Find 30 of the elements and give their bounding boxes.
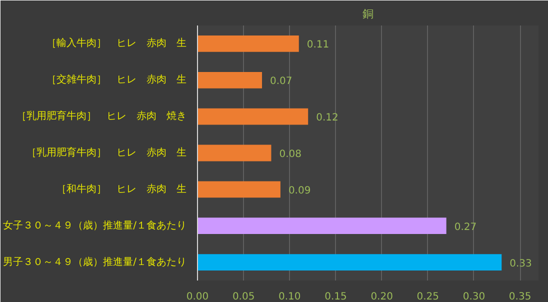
y-tick-label: ［乳用肥育牛肉］ ヒレ 赤肉 焼き [16,110,186,122]
y-tick-label: ［交雑牛肉］ ヒレ 赤肉 生 [46,74,186,86]
x-tick-label: 0.25 [416,292,440,302]
data-label: 0.11 [306,40,330,51]
bar [198,108,308,125]
x-tick-label: 0.30 [462,292,486,302]
data-label: 0.27 [454,222,477,233]
x-tick-label: 0.00 [186,292,209,302]
y-tick-label: ［和牛肉］ ヒレ 赤肉 生 [56,182,186,195]
data-label: 0.33 [510,258,532,270]
data-label: 0.12 [316,112,338,124]
data-label: 0.08 [279,149,302,160]
bar [198,144,272,162]
bar [198,218,446,234]
bar [198,72,262,88]
data-label: 0.07 [270,76,292,88]
bar [198,181,280,198]
x-tick-label: 0.35 [508,292,532,302]
bar [198,254,502,270]
chart-title: 銅 [362,8,374,20]
y-tick-label: ［輸入牛肉］ ヒレ 赤肉 生 [46,37,186,50]
bar [198,36,299,52]
x-tick-label: 0.05 [232,292,255,302]
data-label: 0.09 [288,185,311,196]
x-tick-label: 0.15 [324,292,347,302]
y-tick-label: ［乳用肥育牛肉］ ヒレ 赤肉 生 [26,146,186,158]
y-tick-label: 女子３０～４９（歳）推進量/１食あたり [3,219,187,232]
x-tick-label: 0.20 [370,292,393,302]
y-tick-label: 男子３０～４９（歳）推進量/１食あたり [3,256,187,268]
x-tick-label: 0.10 [278,292,301,302]
